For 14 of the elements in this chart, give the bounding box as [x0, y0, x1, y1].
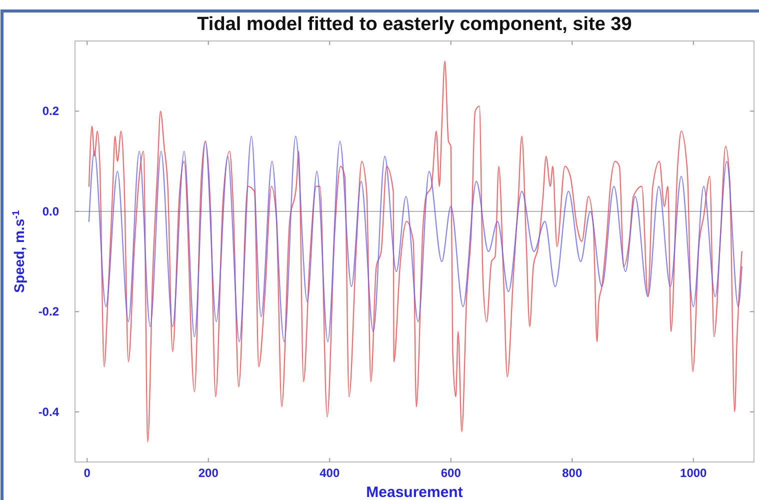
x-axis-title: Measurement — [366, 484, 463, 500]
chart-title: Tidal model fitted to easterly component, site 39 — [197, 14, 632, 35]
line-series — [88, 60, 742, 442]
y-tick-label: 0.0 — [42, 204, 60, 218]
x-tick-label: 800 — [562, 466, 582, 480]
x-tick-label: 1000 — [680, 466, 708, 480]
x-tick-label: 400 — [320, 466, 340, 480]
y-tick-label: -0.2 — [38, 304, 60, 319]
x-tick-label: 200 — [198, 466, 219, 480]
x-tick-label: 0 — [84, 466, 91, 480]
line-series — [88, 136, 742, 342]
y-tick-label: -0.4 — [38, 404, 60, 419]
y-tick-label: 0.2 — [42, 104, 60, 118]
x-tick-label: 600 — [440, 466, 462, 480]
